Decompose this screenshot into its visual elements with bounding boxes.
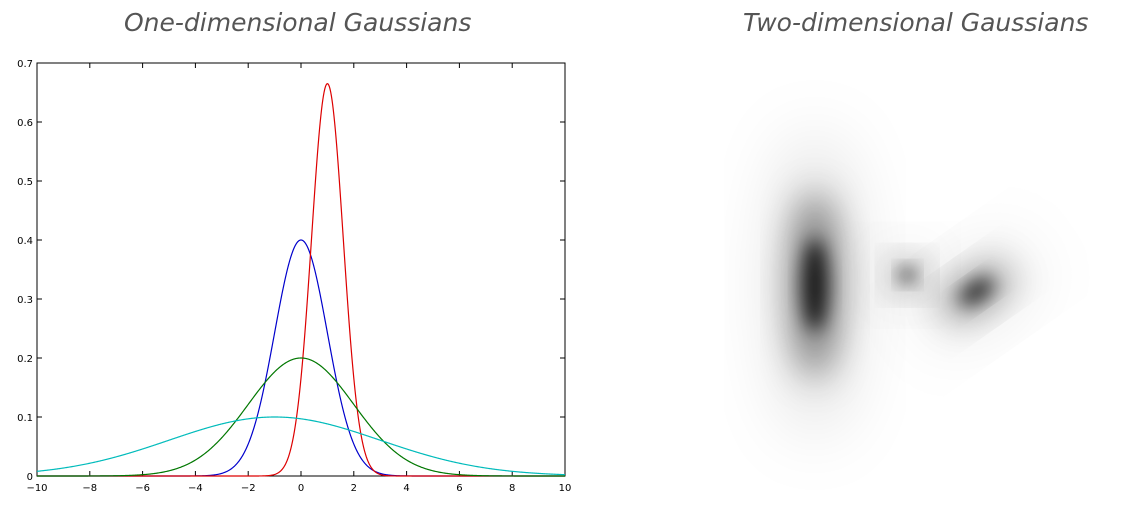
y-tick-label: 0 [27,472,33,483]
y-tick-label: 0.4 [17,236,33,247]
y-tick-label: 0.2 [17,354,33,365]
left-chart-title: One-dimensional Gaussians [124,8,472,37]
plot-frame [36,62,566,477]
gaussian-blob-diagonal [921,247,1032,336]
x-tick-label: −10 [26,483,47,494]
x-tick-label: −6 [135,483,150,494]
x-tick-label: 10 [559,483,572,494]
x-tick-label: −8 [82,483,97,494]
series-line-3 [36,416,566,476]
right-chart-title: Two-dimensional Gaussians [743,8,1089,37]
y-tick-label: 0.3 [17,295,33,306]
x-tick-label: −2 [241,483,256,494]
gaussian-blob-round [883,250,932,300]
gaussian-heatmap [774,133,1032,437]
y-tick-label: 0.7 [17,59,33,70]
line-plot-area: −10 −8 −6 −4 −2 0 2 4 6 8 10 0 0.1 0.2 0.3 0.4 0.5 0.6 0.7 [17,59,571,494]
series-line-2 [37,357,565,477]
y-tick-label: 0.5 [17,177,33,188]
x-tick-label: 4 [403,483,409,494]
blob-core [900,267,915,283]
x-tick-label: 2 [351,483,357,494]
x-tick-label: 6 [456,483,462,494]
x-tick-label: −4 [188,483,203,494]
x-tick-label: 8 [509,483,515,494]
blob-core [802,238,828,332]
y-tick-label: 0.1 [17,413,33,424]
x-tick-label: 0 [298,483,304,494]
y-tick-label: 0.6 [17,118,33,129]
blob-core [959,278,994,306]
gaussian-blob-vertical [774,133,856,437]
